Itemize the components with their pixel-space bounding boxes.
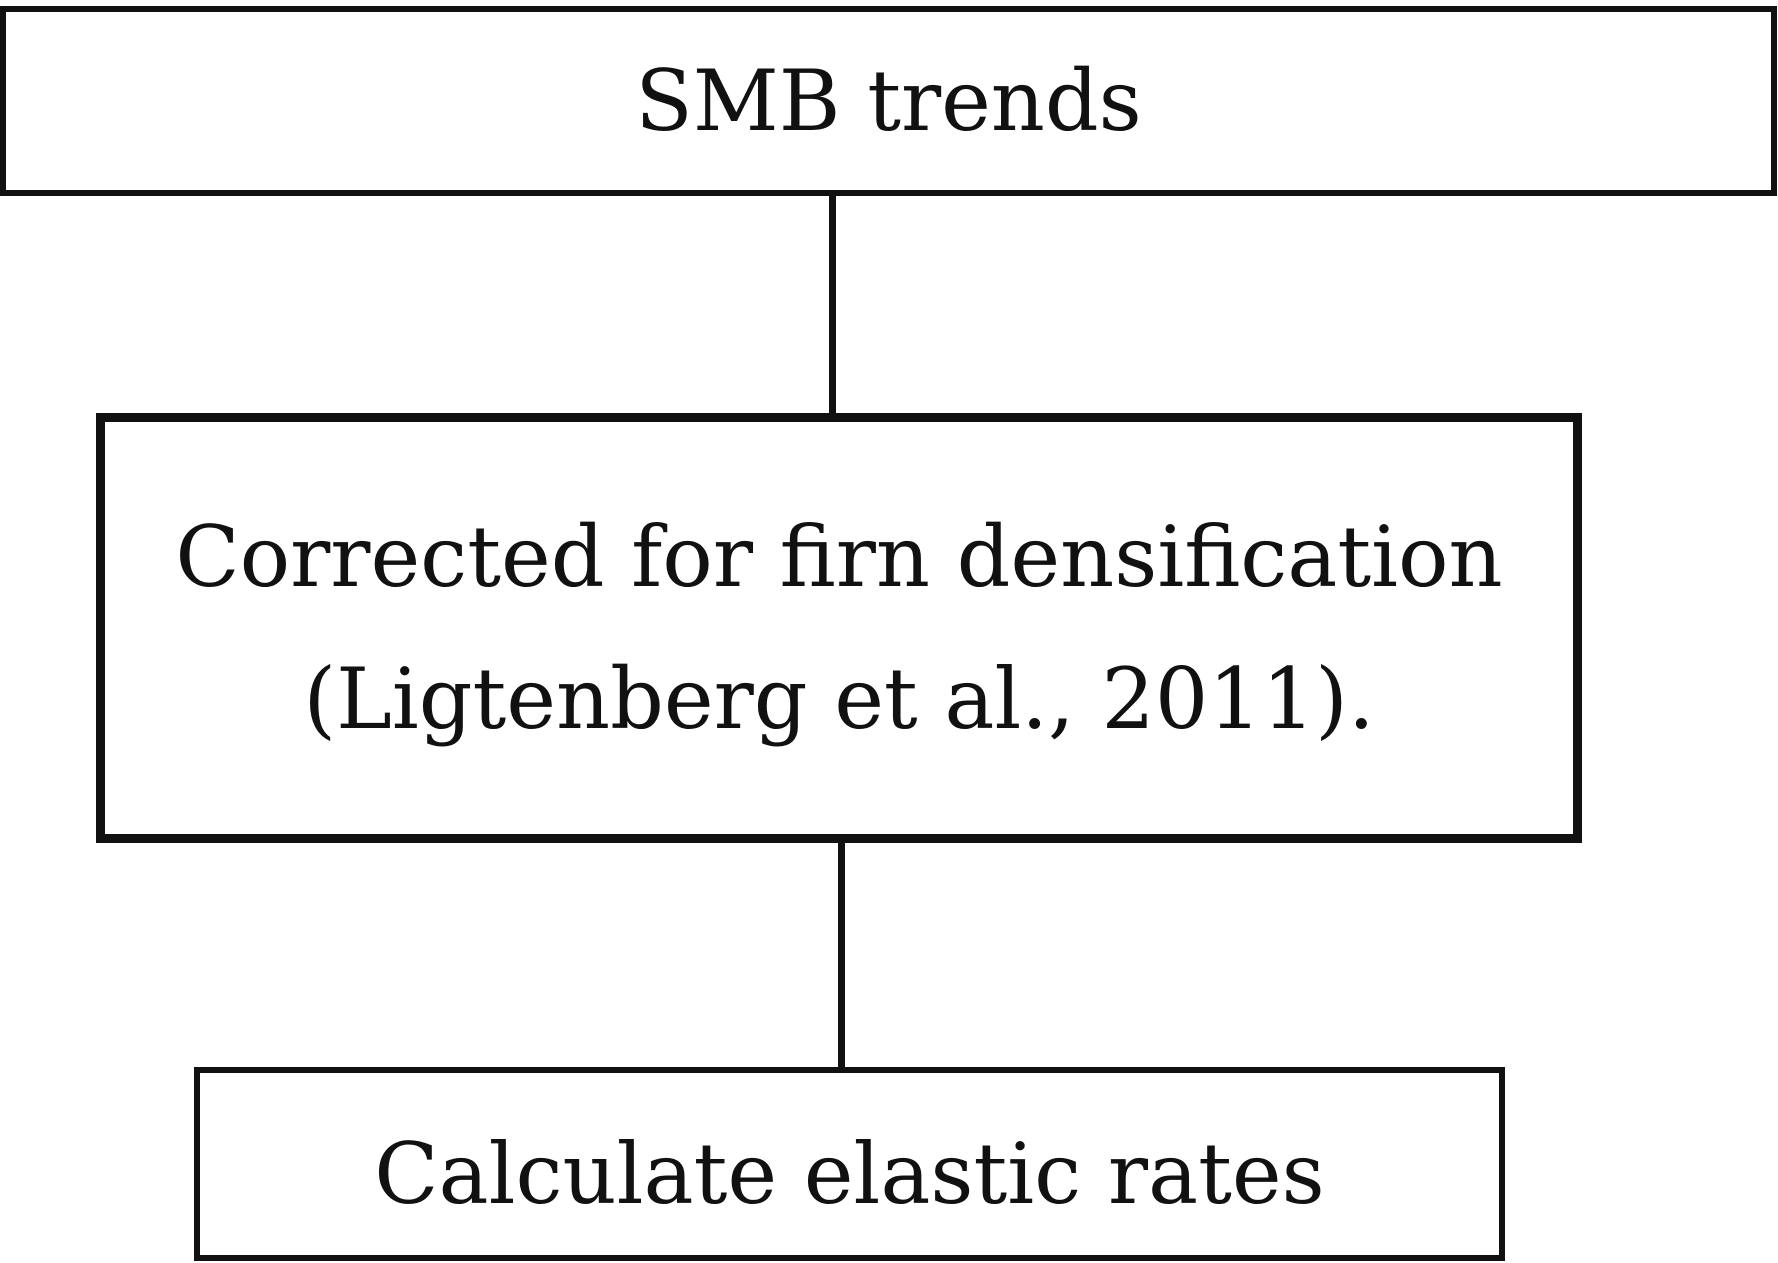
node-elastic-rates: Calculate elastic rates — [194, 1067, 1505, 1261]
node-elastic-rates-label: Calculate elastic rates — [374, 1125, 1325, 1223]
connector-middle-to-bottom — [838, 840, 845, 1070]
connector-top-to-middle — [829, 188, 836, 416]
node-firn-densification-line-2: (Ligtenberg et al., 2011). — [303, 650, 1375, 748]
node-firn-densification: Corrected for firn densification (Ligten… — [96, 413, 1582, 843]
node-firn-densification-line-1: Corrected for firn densification — [175, 508, 1503, 606]
node-smb-trends-label: SMB trends — [635, 52, 1142, 150]
node-smb-trends: SMB trends — [0, 6, 1777, 196]
